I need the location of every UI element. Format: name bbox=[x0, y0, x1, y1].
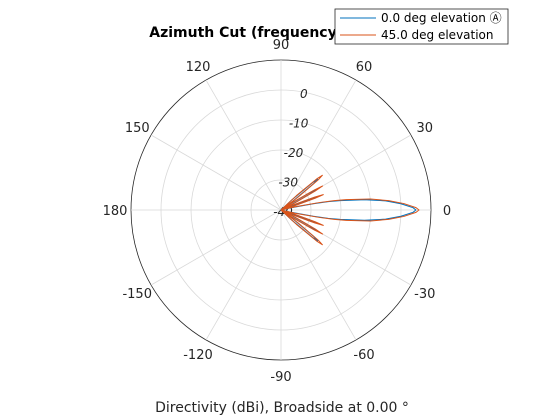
grid-spoke bbox=[150, 134, 282, 211]
polar-grid bbox=[130, 59, 432, 361]
angle-tick-label: 180 bbox=[103, 204, 128, 219]
series-lines bbox=[280, 174, 420, 246]
grid-spoke bbox=[280, 209, 357, 341]
angle-tick-labels: 90 60 30 0 -30 -60 -90 -120 -150 180 150 120 bbox=[103, 38, 452, 385]
angle-tick-label: 30 bbox=[416, 121, 433, 136]
angle-tick-label: -30 bbox=[414, 287, 435, 302]
angle-tick-label: 150 bbox=[125, 121, 150, 136]
chart-title: Azimuth Cut (frequency bbox=[149, 25, 336, 41]
grid-spoke bbox=[150, 209, 282, 286]
grid-spoke bbox=[280, 134, 412, 211]
radial-tick-label: -10 bbox=[289, 116, 309, 130]
grid-spoke bbox=[280, 79, 357, 211]
angle-tick-label: -120 bbox=[183, 348, 213, 363]
legend: 0.0 deg elevation Ⓐ 45.0 deg elevation bbox=[334, 8, 509, 45]
angle-tick-label: -60 bbox=[353, 348, 374, 363]
radial-tick-labels: 0-10-20-30-40 bbox=[273, 87, 309, 219]
legend-label-series-2: 45.0 deg elevation bbox=[381, 28, 494, 42]
grid-spoke bbox=[280, 209, 412, 286]
angle-tick-label: -150 bbox=[122, 287, 152, 302]
angle-tick-label: 60 bbox=[356, 60, 373, 75]
series-line-2 bbox=[280, 174, 420, 246]
radial-tick-label: -20 bbox=[284, 146, 304, 160]
legend-box bbox=[334, 8, 509, 45]
radial-tick-label: 0 bbox=[300, 87, 308, 101]
angle-tick-label: 0 bbox=[443, 204, 451, 219]
legend-label-series-1: 0.0 deg elevation Ⓐ bbox=[381, 11, 502, 25]
angle-tick-label: 90 bbox=[273, 38, 290, 53]
radial-tick-label: -30 bbox=[278, 175, 298, 189]
grid-spoke bbox=[205, 79, 282, 211]
chart-caption: Directivity (dBi), Broadside at 0.00 ° bbox=[155, 400, 409, 416]
angle-tick-label: 120 bbox=[186, 60, 211, 75]
angle-tick-label: -90 bbox=[270, 370, 291, 385]
grid-spoke bbox=[205, 209, 282, 341]
